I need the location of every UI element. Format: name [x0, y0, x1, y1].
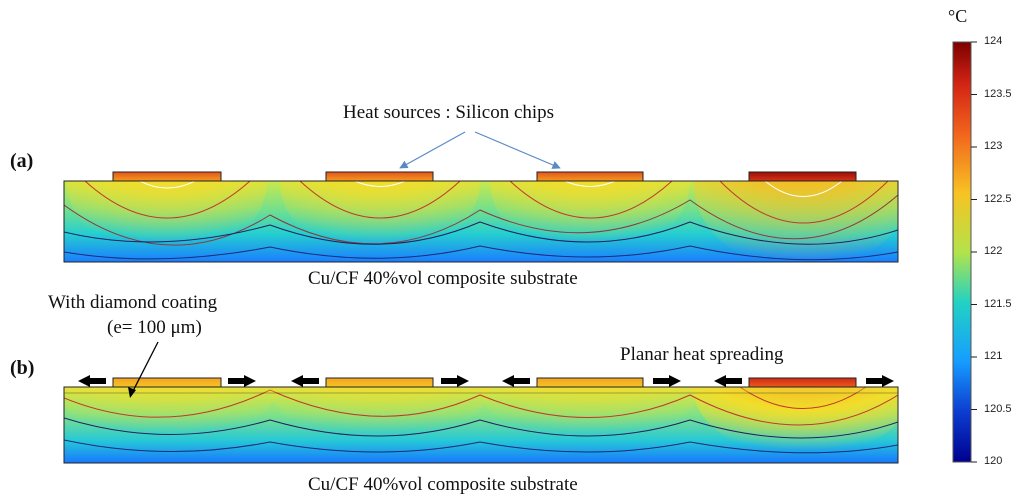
panel-b-label: (b)	[10, 357, 35, 379]
coating-label-line2: (e= 100 μm)	[107, 317, 202, 338]
colorbar-unit: °C	[948, 6, 968, 26]
coating-pointer	[128, 341, 159, 398]
arrow-right-2	[441, 375, 469, 387]
panel-a-substrate	[63, 180, 899, 263]
chip-a-3	[536, 171, 644, 182]
panel-a-substrate-caption: Cu/CF 40%vol composite substrate	[308, 268, 578, 289]
chip-b-4	[748, 377, 857, 388]
panel-b-substrate	[63, 386, 899, 464]
arrow-right-1	[228, 375, 256, 387]
planar-spreading-annotation: Planar heat spreading	[620, 344, 784, 365]
chip-a-4	[748, 171, 857, 182]
callout-arrows	[399, 131, 561, 169]
colorbar-tick-label: 122.5	[984, 193, 1012, 205]
chip-a-2	[325, 171, 434, 182]
colorbar-tick-label: 120	[984, 455, 1003, 467]
colorbar-tick-label: 124	[984, 35, 1003, 47]
colorbar-tick-label: 123.5	[984, 88, 1012, 100]
arrow-left-2	[291, 375, 319, 387]
colorbar-ticks	[971, 41, 977, 463]
panel-b-substrate-caption: Cu/CF 40%vol composite substrate	[308, 474, 578, 495]
arrow-left-1	[78, 375, 106, 387]
panel-b-chips	[112, 377, 857, 388]
panel-a-label: (a)	[10, 150, 34, 172]
colorbar	[952, 41, 977, 463]
chip-a-1	[112, 171, 222, 182]
colorbar-tick-label: 121	[984, 350, 1003, 362]
arrow-right-4	[866, 375, 894, 387]
colorbar-tick-label: 123	[984, 140, 1003, 152]
arrow-left-4	[714, 375, 742, 387]
chip-b-3	[536, 377, 644, 388]
chip-b-1	[112, 377, 222, 388]
panel-a-chips	[112, 171, 857, 182]
coating-label-line1: With diamond coating	[48, 292, 218, 313]
diamond-coating-layer	[63, 386, 899, 394]
colorbar-tick-label: 120.5	[984, 403, 1012, 415]
colorbar-tick-label: 122	[984, 245, 1003, 257]
heat-sources-annotation: Heat sources : Silicon chips	[343, 102, 555, 123]
chip-b-2	[325, 377, 434, 388]
arrow-right-3	[653, 375, 681, 387]
arrow-left-3	[502, 375, 530, 387]
colorbar-tick-label: 121.5	[984, 298, 1012, 310]
spreading-arrows	[78, 375, 894, 387]
